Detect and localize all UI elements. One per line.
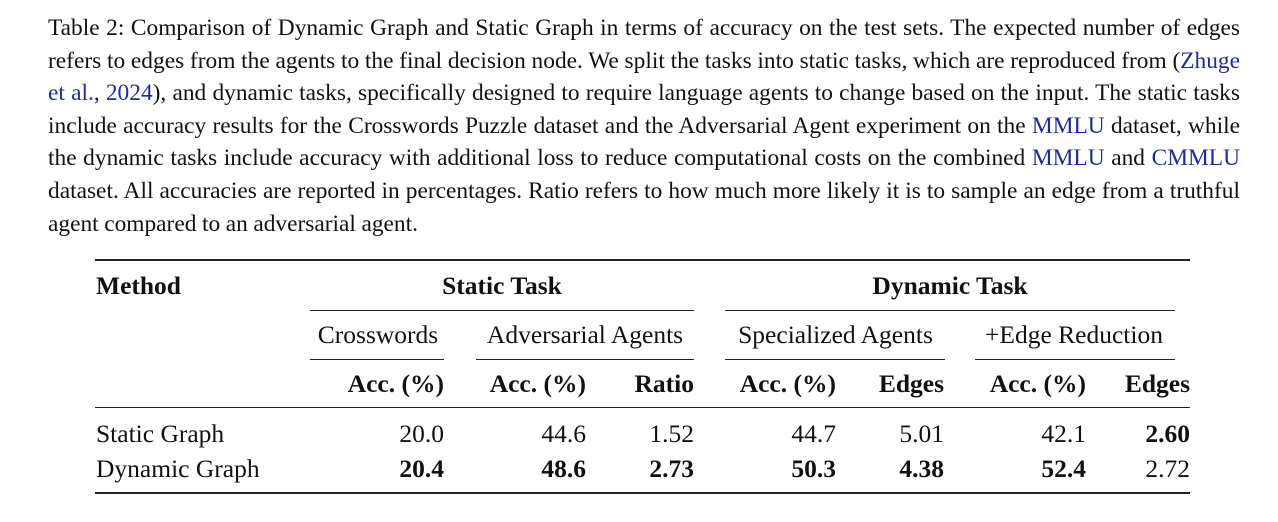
cell-adversarial-acc: 44.6 [541, 419, 586, 448]
cell-specialized-edges: 4.38 [899, 454, 944, 483]
subgroup-specialized: Specialized Agents [738, 320, 933, 349]
col-header-crosswords-acc: Acc. (%) [347, 369, 444, 398]
subgroup-adversarial: Adversarial Agents [486, 320, 684, 349]
cmidrule-dynamic [725, 310, 1175, 312]
cell-reduction-edges: 2.72 [1145, 454, 1190, 483]
citation-link[interactable]: CMMLU [1151, 145, 1240, 172]
bottom-rule [95, 492, 1190, 494]
cell-reduction-edges: 2.60 [1145, 419, 1190, 448]
cmidrule-static [310, 310, 694, 312]
midrule [95, 407, 1190, 409]
citation-link[interactable]: MMLU [1031, 145, 1105, 172]
cmidrule-adversarial [476, 359, 694, 361]
citation-link[interactable]: MMLU [1031, 112, 1105, 139]
col-header-adversarial-acc: Acc. (%) [489, 369, 586, 398]
group-header-static: Static Task [442, 271, 562, 300]
caption-segment: ), and dynamic tasks, specifically desig… [48, 80, 1240, 139]
col-header-ratio: Ratio [634, 369, 695, 398]
cmidrule-crosswords [310, 359, 444, 361]
group-header-dynamic: Dynamic Task [872, 271, 1028, 300]
cell-ratio: 2.73 [649, 454, 694, 483]
cmidrule-specialized [725, 359, 945, 361]
cell-crosswords-acc: 20.0 [399, 419, 444, 448]
cell-specialized-acc: 44.7 [791, 419, 836, 448]
subgroup-edge-reduction: +Edge Reduction [985, 320, 1163, 349]
caption-segment: dataset, while the dynamic tasks include… [48, 112, 1240, 172]
cell-reduction-acc: 42.1 [1041, 419, 1086, 448]
caption-text: Comparison of Dynamic Graph and Static G… [48, 15, 1240, 237]
caption-segment: ( [1172, 47, 1181, 74]
cell-specialized-edges: 5.01 [899, 419, 944, 448]
method-header: Method [96, 271, 181, 300]
cell-crosswords-acc: 20.4 [399, 454, 444, 483]
row-method-label: Dynamic Graph [96, 454, 260, 483]
row-method-label: Static Graph [96, 419, 225, 448]
top-rule [95, 259, 1190, 261]
table-caption: Table 2: Comparison of Dynamic Graph and… [48, 12, 1240, 240]
caption-label: Table 2: [48, 15, 125, 41]
col-header-reduction-acc: Acc. (%) [989, 369, 1086, 398]
citation-link[interactable]: 2024 [105, 80, 153, 107]
col-header-specialized-acc: Acc. (%) [739, 369, 836, 398]
cell-ratio: 1.52 [649, 419, 694, 448]
cell-specialized-acc: 50.3 [791, 454, 836, 483]
cell-reduction-acc: 52.4 [1041, 454, 1086, 483]
citation-link[interactable]: Zhuge et al. [48, 47, 1240, 107]
cell-adversarial-acc: 48.6 [541, 454, 586, 483]
col-header-specialized-edges: Edges [878, 369, 944, 398]
caption-segment: Comparison of Dynamic Graph and Static G… [48, 15, 1241, 74]
caption-segment: dataset. All accuracies are reported in … [48, 177, 1240, 237]
cmidrule-edge-reduction [975, 359, 1175, 361]
caption-segment: and [1104, 145, 1152, 172]
subgroup-crosswords: Crosswords [317, 320, 439, 349]
col-header-reduction-edges: Edges [1124, 369, 1190, 398]
caption-segment: , [93, 80, 106, 107]
